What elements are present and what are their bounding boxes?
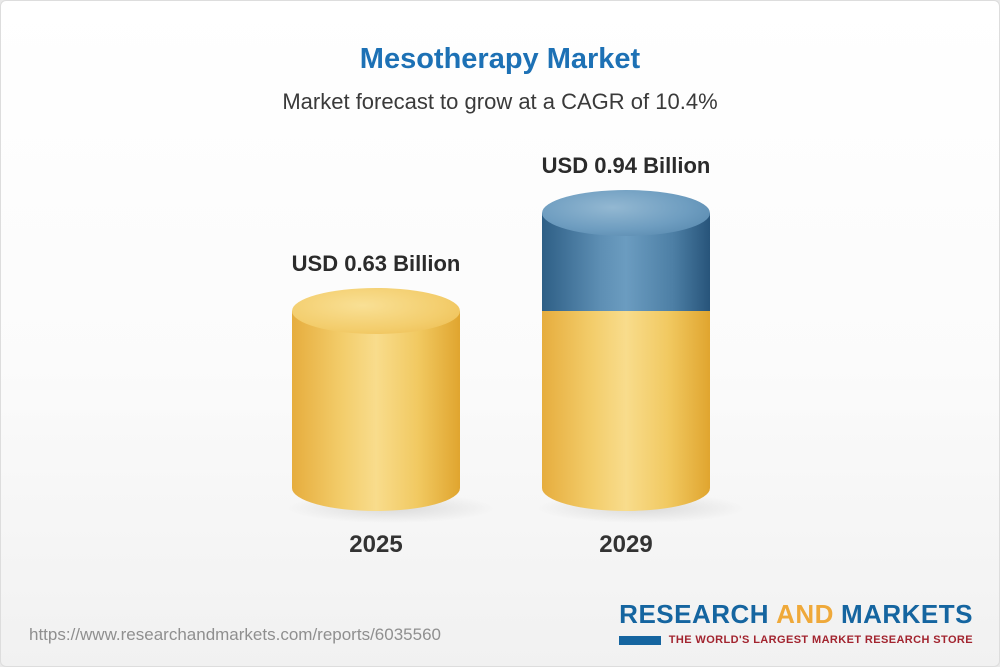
logo-word-and: AND bbox=[776, 599, 834, 629]
logo-blue-bar bbox=[619, 635, 661, 645]
logo-wordmark: RESEARCH AND MARKETS bbox=[619, 599, 973, 630]
bar-2025-value-label: USD 0.63 Billion bbox=[291, 251, 461, 276]
cylinder-top-ellipse bbox=[292, 288, 460, 334]
category-label-2029: 2029 bbox=[599, 531, 653, 558]
logo-word-markets: MARKETS bbox=[840, 599, 973, 629]
logo-tagline: THE WORLD'S LARGEST MARKET RESEARCH STOR… bbox=[668, 634, 973, 646]
category-label-2025: 2025 bbox=[349, 531, 403, 558]
bar-2029-base-segment bbox=[542, 311, 710, 511]
logo-word-research: RESEARCH bbox=[619, 599, 770, 629]
bar-2025: USD 0.63 Billion bbox=[286, 251, 496, 523]
bar-2025-cylinder bbox=[292, 288, 460, 511]
chart-title: Mesotherapy Market bbox=[359, 43, 641, 75]
research-and-markets-logo: RESEARCH AND MARKETS THE WORLD'S LARGEST M… bbox=[619, 599, 973, 646]
logo-tagline-row: THE WORLD'S LARGEST MARKET RESEARCH STOR… bbox=[619, 634, 973, 646]
report-url: https://www.researchandmarkets.com/repor… bbox=[29, 625, 441, 644]
bar-2029-value-label: USD 0.94 Billion bbox=[541, 153, 711, 178]
bar-2029-growth-segment bbox=[542, 190, 710, 311]
chart-subtitle: Market forecast to grow at a CAGR of 10.… bbox=[282, 89, 718, 114]
bar-2029: USD 0.94 Billion bbox=[536, 153, 746, 523]
cylinder-top-ellipse bbox=[542, 190, 710, 236]
